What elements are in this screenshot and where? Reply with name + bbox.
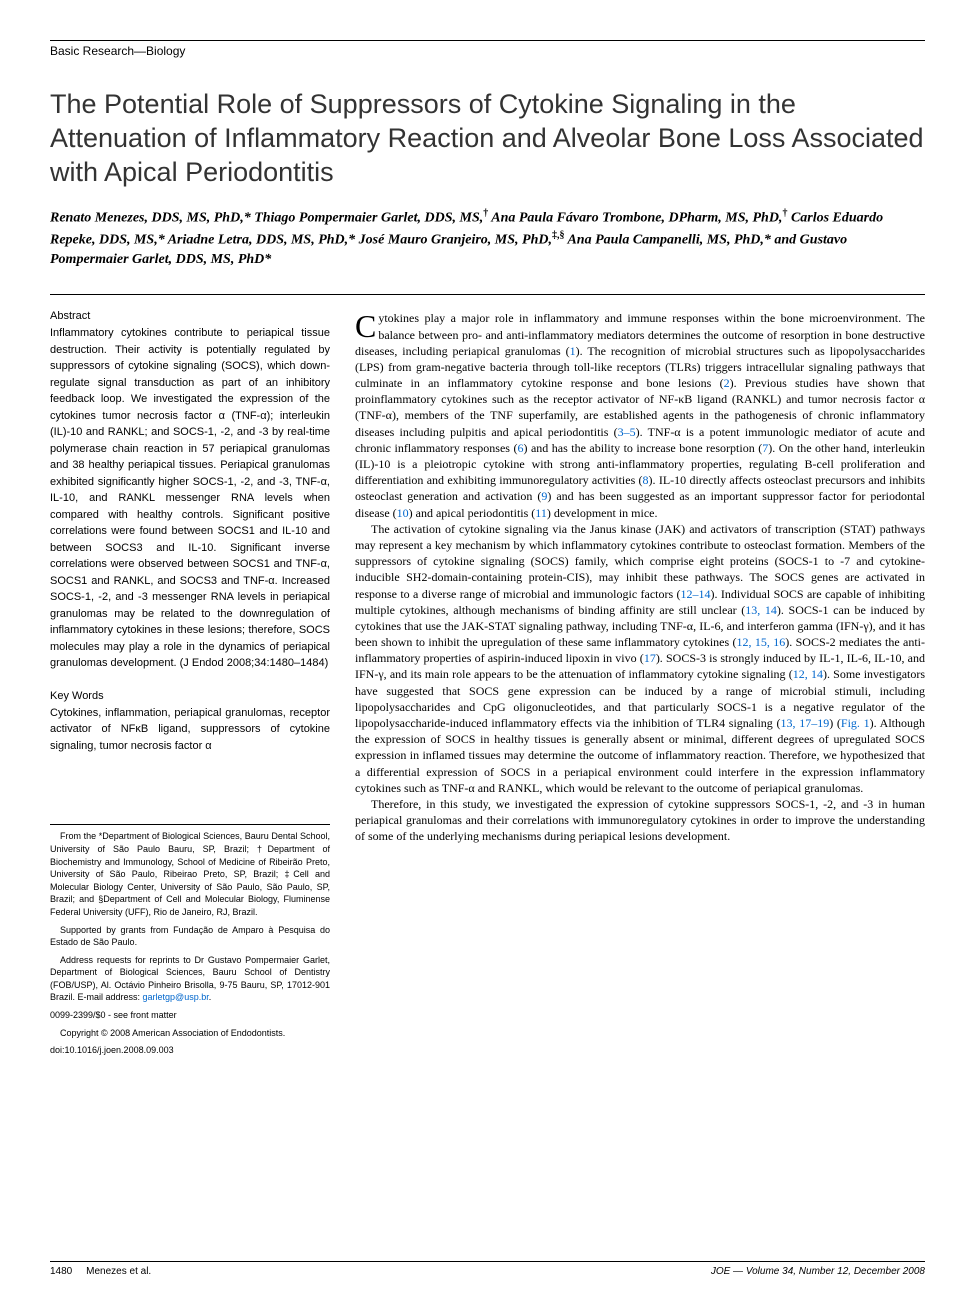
header-rule [50,40,925,41]
content-columns: Abstract Inflammatory cytokines contribu… [50,310,925,1062]
right-column: Cytokines play a major role in inflammat… [355,310,925,1062]
body-paragraph-1: Cytokines play a major role in inflammat… [355,310,925,520]
title-divider [50,294,925,295]
affiliation-reprints: Address requests for reprints to Dr Gust… [50,954,330,1004]
footer-right: JOE — Volume 34, Number 12, December 200… [711,1266,925,1277]
abstract-text: Inflammatory cytokines contribute to per… [50,325,330,672]
abstract-heading: Abstract [50,310,330,322]
affiliations-block: From the *Department of Biological Scien… [50,824,330,1057]
footer-left: 1480 Menezes et al. [50,1266,151,1277]
page-footer: 1480 Menezes et al. JOE — Volume 34, Num… [50,1261,925,1277]
keywords-text: Cytokines, inflammation, periapical gran… [50,705,330,755]
article-title: The Potential Role of Suppressors of Cyt… [50,88,925,189]
body-paragraph-2: The activation of cytokine signaling via… [355,521,925,796]
dropcap: C [355,310,378,340]
affiliation-support: Supported by grants from Fundação de Amp… [50,924,330,949]
left-column: Abstract Inflammatory cytokines contribu… [50,310,330,1062]
footer-page-number: 1480 [50,1266,72,1277]
keywords-heading: Key Words [50,690,330,702]
section-label: Basic Research—Biology [50,44,925,58]
affiliation-copyright: Copyright © 2008 American Association of… [50,1027,330,1040]
body-paragraph-3: Therefore, in this study, we investigate… [355,796,925,845]
email-link[interactable]: garletgp@usp.br [143,992,209,1002]
footer-authors: Menezes et al. [86,1266,151,1277]
authors-list: Renato Menezes, DDS, MS, PhD,* Thiago Po… [50,207,925,269]
affiliation-doi: doi:10.1016/j.joen.2008.09.003 [50,1044,330,1057]
affiliation-from: From the *Department of Biological Scien… [50,830,330,918]
affiliation-issn: 0099-2399/$0 - see front matter [50,1009,330,1022]
